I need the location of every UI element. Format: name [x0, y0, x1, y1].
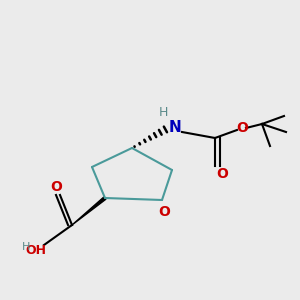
Text: H: H	[158, 106, 168, 118]
Text: O: O	[50, 180, 62, 194]
Text: O: O	[158, 205, 170, 219]
Text: N: N	[169, 119, 182, 134]
Text: O: O	[216, 167, 228, 181]
Polygon shape	[72, 197, 106, 225]
Text: OH: OH	[26, 244, 46, 257]
Text: O: O	[236, 121, 248, 135]
Text: H: H	[22, 242, 30, 252]
